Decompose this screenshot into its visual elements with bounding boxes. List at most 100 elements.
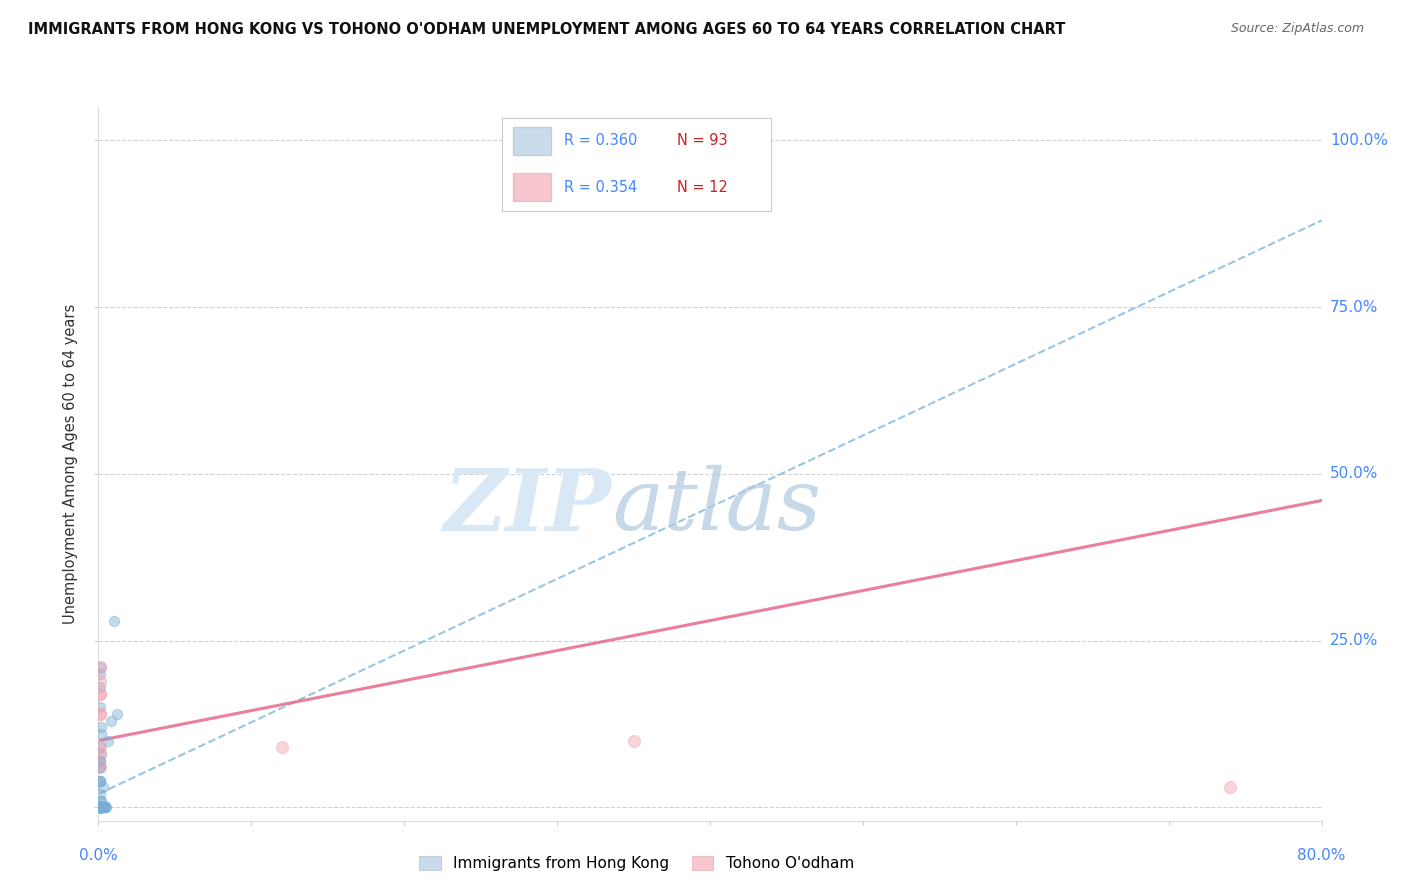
Point	[89, 800, 111, 814]
Point	[89, 800, 111, 814]
Y-axis label: Unemployment Among Ages 60 to 64 years: Unemployment Among Ages 60 to 64 years	[63, 303, 79, 624]
Point	[89, 800, 111, 814]
Text: 80.0%: 80.0%	[1298, 848, 1346, 863]
Text: 25.0%: 25.0%	[1330, 633, 1378, 648]
Point	[89, 800, 111, 814]
Text: 100.0%: 100.0%	[1330, 133, 1388, 148]
Point	[89, 800, 111, 814]
Point	[90, 800, 112, 814]
Point	[89, 800, 111, 814]
Point	[89, 800, 111, 814]
Point	[270, 740, 292, 755]
Point	[105, 706, 128, 721]
Point	[89, 787, 111, 801]
Point	[89, 760, 111, 774]
Point	[89, 800, 111, 814]
Point	[89, 754, 111, 768]
Point	[90, 794, 112, 808]
Point	[89, 773, 111, 788]
Text: atlas: atlas	[612, 466, 821, 548]
Point	[93, 800, 115, 814]
Point	[89, 800, 111, 814]
Point	[89, 740, 111, 755]
Point	[89, 800, 111, 814]
Point	[89, 754, 111, 768]
Point	[89, 706, 111, 721]
Point	[89, 667, 111, 681]
Point	[89, 673, 111, 688]
Point	[91, 800, 114, 814]
Point	[90, 800, 112, 814]
Point	[89, 680, 111, 694]
Point	[91, 800, 114, 814]
Point	[90, 800, 112, 814]
Point	[89, 800, 111, 814]
Point	[90, 747, 112, 761]
Point	[1219, 780, 1241, 795]
Point	[90, 727, 112, 741]
Point	[89, 800, 111, 814]
Point	[89, 800, 111, 814]
Point	[89, 800, 111, 814]
Point	[89, 800, 111, 814]
Point	[90, 800, 112, 814]
Point	[623, 733, 645, 747]
Point	[97, 733, 120, 747]
Point	[89, 800, 111, 814]
Text: IMMIGRANTS FROM HONG KONG VS TOHONO O'ODHAM UNEMPLOYMENT AMONG AGES 60 TO 64 YEA: IMMIGRANTS FROM HONG KONG VS TOHONO O'OD…	[28, 22, 1066, 37]
Point	[89, 800, 111, 814]
Point	[90, 800, 112, 814]
Point	[93, 800, 115, 814]
Point	[90, 800, 112, 814]
Point	[90, 800, 112, 814]
Point	[89, 660, 111, 674]
Point	[89, 800, 111, 814]
Point	[91, 800, 114, 814]
Point	[90, 800, 112, 814]
Point	[90, 800, 112, 814]
Point	[89, 800, 111, 814]
Point	[89, 800, 111, 814]
Point	[93, 800, 115, 814]
Point	[90, 720, 112, 734]
Point	[89, 800, 111, 814]
Point	[89, 800, 111, 814]
Point	[89, 800, 111, 814]
Point	[89, 800, 111, 814]
Point	[89, 760, 111, 774]
Point	[89, 800, 111, 814]
Point	[89, 687, 111, 701]
Point	[89, 800, 111, 814]
Point	[90, 800, 112, 814]
Point	[90, 800, 112, 814]
Point	[90, 660, 112, 674]
Point	[89, 800, 111, 814]
Point	[91, 800, 114, 814]
Point	[89, 800, 111, 814]
Text: 0.0%: 0.0%	[79, 848, 118, 863]
Point	[89, 800, 111, 814]
Point	[89, 800, 111, 814]
Point	[89, 800, 111, 814]
Point	[90, 800, 112, 814]
Point	[89, 800, 111, 814]
Text: ZIP: ZIP	[444, 465, 612, 549]
Point	[90, 800, 112, 814]
Point	[89, 800, 111, 814]
Point	[89, 747, 111, 761]
Point	[100, 714, 122, 728]
Point	[89, 800, 111, 814]
Point	[90, 800, 112, 814]
Text: 50.0%: 50.0%	[1330, 467, 1378, 482]
Point	[91, 780, 114, 795]
Point	[89, 773, 111, 788]
Point	[89, 800, 111, 814]
Point	[89, 800, 111, 814]
Point	[91, 800, 114, 814]
Point	[89, 800, 111, 814]
Point	[89, 800, 111, 814]
Point	[89, 800, 111, 814]
Point	[89, 760, 111, 774]
Text: Source: ZipAtlas.com: Source: ZipAtlas.com	[1230, 22, 1364, 36]
Point	[103, 614, 125, 628]
